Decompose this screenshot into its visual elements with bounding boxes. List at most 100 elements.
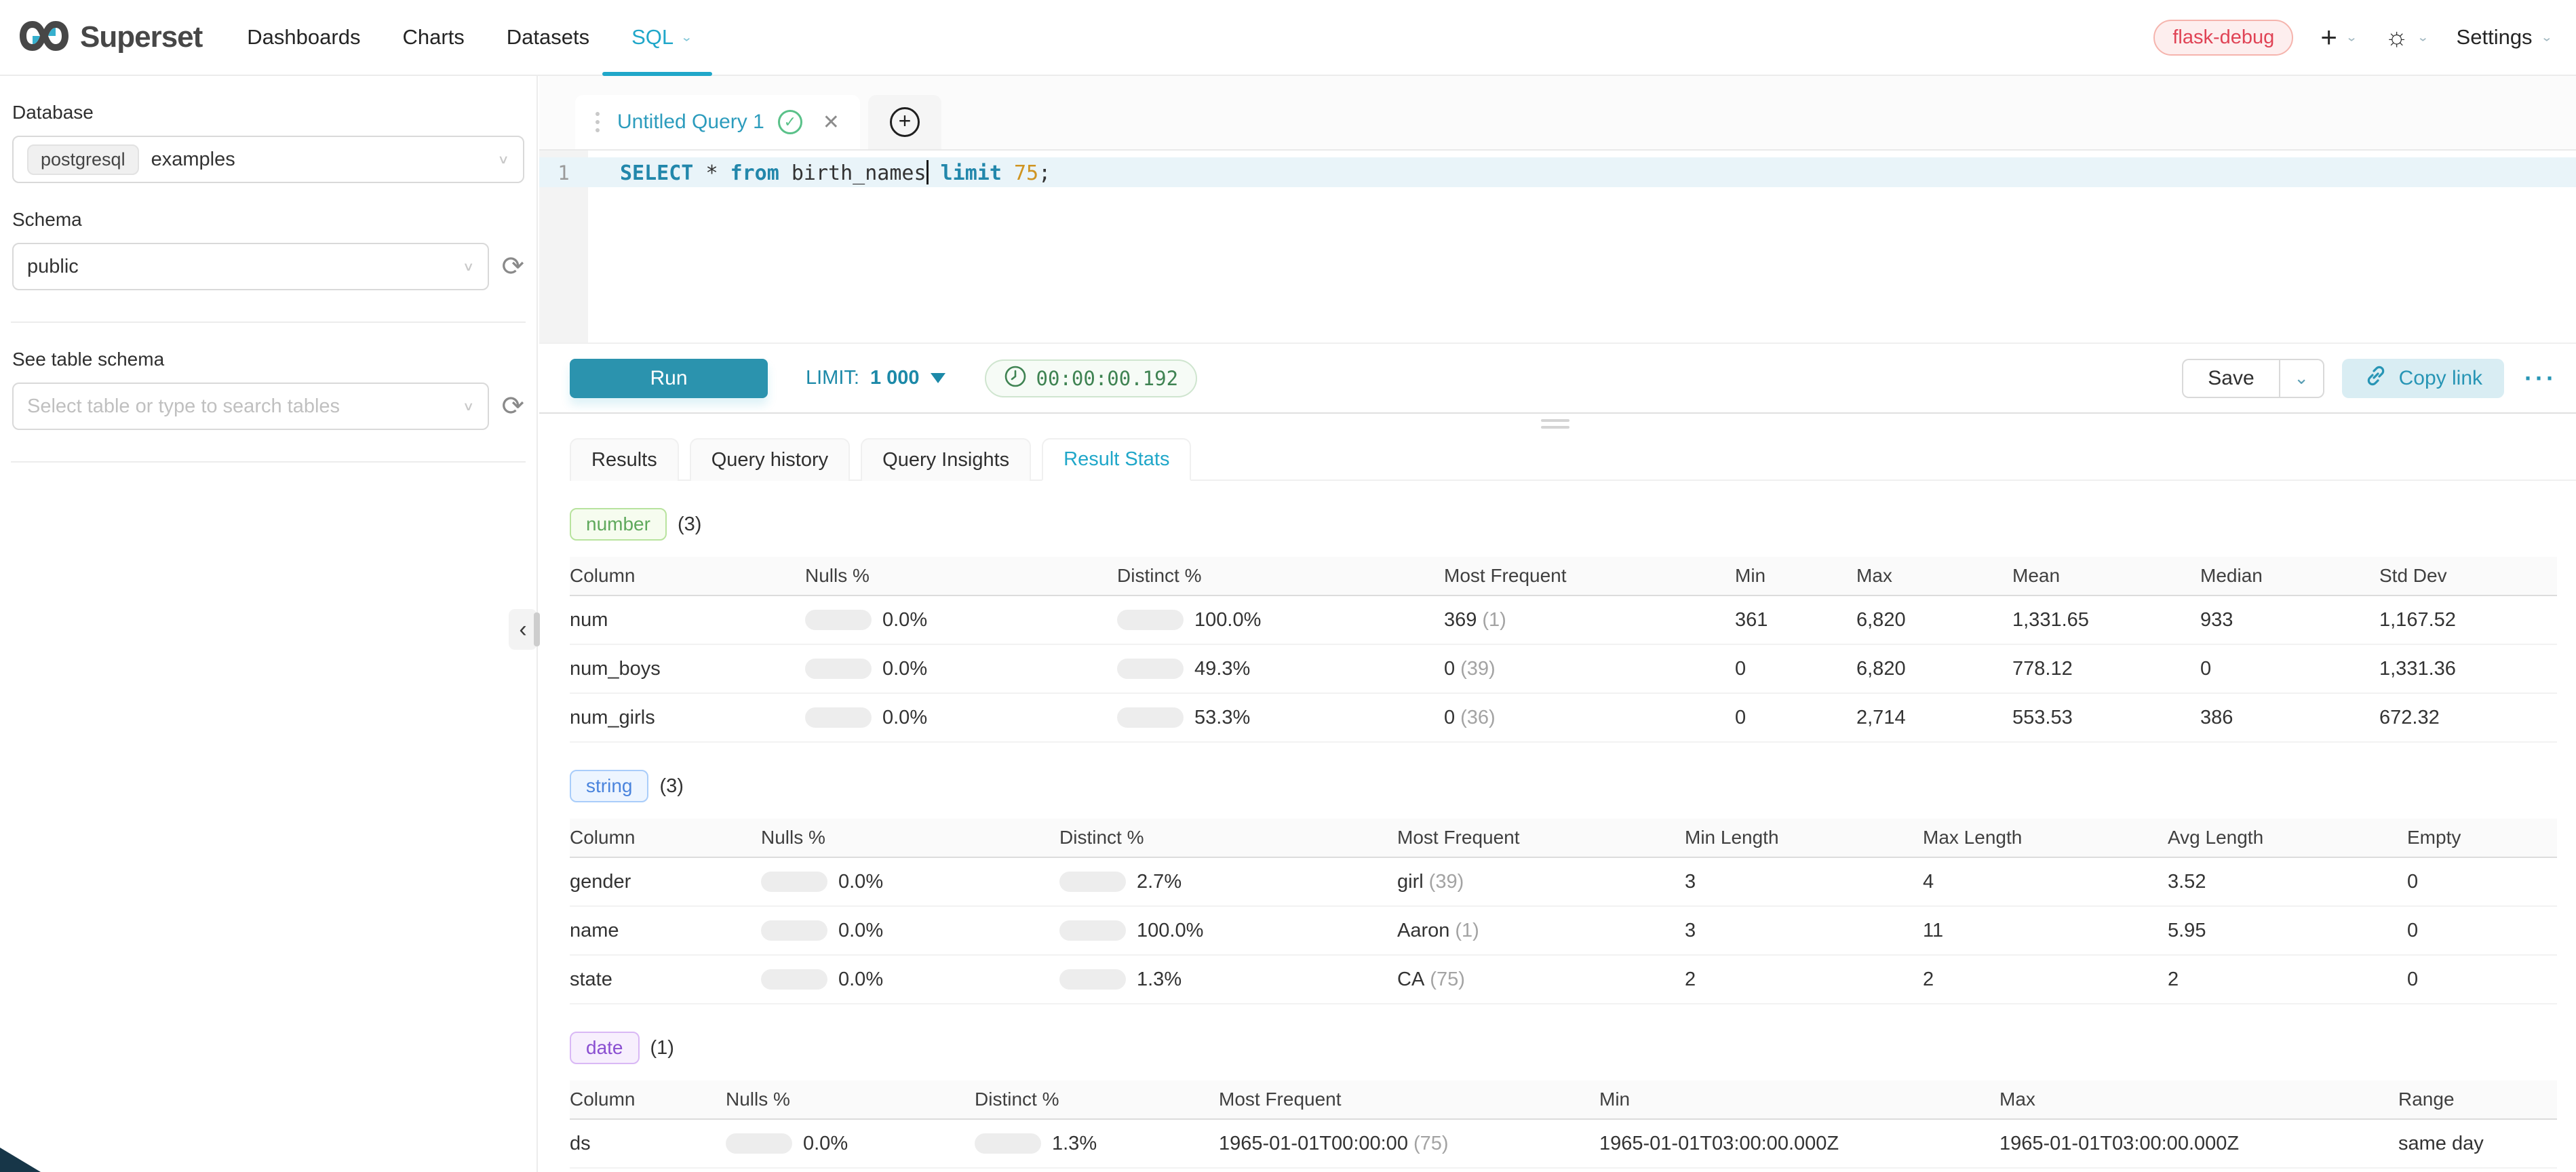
copy-link-label: Copy link [2399,367,2482,390]
save-options-caret[interactable]: ⌄ [2280,359,2324,398]
column-header: Column [570,1089,726,1110]
column-header: Empty [2407,827,2557,848]
chevron-down-icon: ⌄ [680,31,692,43]
results-pane: Results Query history Query Insights Res… [539,438,2576,1169]
stat-value-cell: 1965-01-01T03:00:00.000Z [1999,1133,2398,1155]
link-icon [2364,364,2388,393]
more-actions-button[interactable]: ··· [2524,364,2557,393]
table-select[interactable]: Select table or type to search tables ∨ [12,383,489,430]
column-header: Range [2398,1089,2557,1110]
schema-select[interactable]: public ∨ [12,243,489,290]
progress-bar [975,1133,1041,1154]
most-frequent-value: 0 [1444,707,1455,728]
sql-code-editor[interactable]: 1 SELECT * from birth_names limit 75; [539,151,2576,343]
limit-value: 1 000 [870,367,920,389]
percent-value: 0.0% [882,658,927,680]
stat-value-cell: 0 [1735,707,1856,729]
chevron-down-icon: ∨ [463,399,475,414]
limit-dropdown[interactable]: LIMIT: 1 000 [806,367,945,389]
column-header: Min [1599,1089,1999,1110]
table-schema-label: See table schema [12,349,524,370]
save-split-button: Save ⌄ [2182,359,2324,398]
type-badge-row: date(1) [570,1032,2557,1064]
column-header: Mean [2012,565,2200,587]
stat-value-cell: 3.52 [2168,871,2407,893]
table-row: gender0.0%2.7%girl(39)343.520 [570,858,2557,907]
most-frequent-cell: 0(39) [1444,658,1735,680]
stat-value-cell: 2 [2168,969,2407,991]
percent-value: 0.0% [838,871,883,893]
table-row: state0.0%1.3%CA(75)2220 [570,956,2557,1004]
percent-value: 0.0% [838,969,883,991]
progress-bar [761,872,827,892]
most-frequent-cell: girl(39) [1397,871,1685,893]
percent-bar-cell: 0.0% [805,609,1117,631]
most-frequent-count: (39) [1460,658,1496,680]
nav-datasets[interactable]: Datasets [507,25,589,50]
most-frequent-count: (75) [1430,969,1465,990]
refresh-tables-icon[interactable]: ⟳ [501,393,524,420]
tab-results[interactable]: Results [570,438,679,481]
chevron-down-icon: ∨ [497,152,509,167]
tab-query-insights[interactable]: Query Insights [861,438,1031,481]
save-button[interactable]: Save [2182,359,2279,398]
table-select-placeholder: Select table or type to search tables [27,395,340,418]
sql-code-line: SELECT * from birth_names limit 75; [620,160,1051,185]
column-header: Min [1735,565,1856,587]
new-item-button[interactable]: + ⌄ [2320,23,2358,52]
superset-logo[interactable]: Superset [18,18,202,58]
nav-sql[interactable]: SQL ⌄ [631,25,692,50]
table-header-row: ColumnNulls %Distinct %Most FrequentMin … [570,819,2557,858]
tab-query-history[interactable]: Query history [690,438,850,481]
query-tab[interactable]: Untitled Query 1 ✓ ✕ [575,95,860,149]
run-button[interactable]: Run [570,359,768,398]
sidebar-collapse-button[interactable]: ‹ [509,609,537,650]
sidebar-scrollbar[interactable] [534,612,540,646]
percent-value: 1.3% [1052,1133,1097,1155]
query-tabbar: Untitled Query 1 ✓ ✕ + [539,76,2576,151]
stat-value-cell: 2,714 [1856,707,2012,729]
nav-sql-label: SQL [631,25,674,50]
stat-value-cell: 0 [2407,920,2557,942]
column-header: Max Length [1923,827,2168,848]
column-name: num [570,609,805,631]
close-tab-icon[interactable]: ✕ [823,111,840,134]
database-select[interactable]: postgresql examples ∨ [12,136,524,183]
column-header: Most Frequent [1397,827,1685,848]
most-frequent-cell: Aaron(1) [1397,920,1685,942]
stat-value-cell: 1,331.65 [2012,609,2200,631]
elapsed-time: 00:00:00.192 [1036,367,1179,390]
progress-bar [726,1133,792,1154]
nav-dashboards[interactable]: Dashboards [247,25,360,50]
stat-value-cell: 778.12 [2012,658,2200,680]
table-row: num_girls0.0%53.3%0(36)02,714553.5338667… [570,694,2557,743]
chevron-down-icon: ⌄ [2345,31,2358,43]
stats-section-number: number(3)ColumnNulls %Distinct %Most Fre… [570,508,2557,743]
copy-link-button[interactable]: Copy link [2342,359,2504,398]
limit-label: LIMIT: [806,367,859,389]
stat-value-cell: 3 [1685,871,1923,893]
stat-value-cell: same day [2398,1133,2557,1155]
settings-menu[interactable]: Settings ⌄ [2457,25,2553,50]
refresh-schemas-icon[interactable]: ⟳ [501,253,524,280]
most-frequent-count: (1) [1482,609,1506,631]
column-header: Max [1999,1089,2398,1110]
stat-value-cell: 1,331.36 [2379,658,2557,680]
nav-charts[interactable]: Charts [402,25,464,50]
column-header: Min Length [1685,827,1923,848]
drag-handle-icon[interactable] [596,112,600,132]
theme-toggle-button[interactable]: ☼ ⌄ [2385,24,2429,50]
brand-title: Superset [80,20,202,54]
stat-value-cell: 0 [2407,969,2557,991]
stat-value-cell: 933 [2200,609,2379,631]
percent-bar-cell: 100.0% [1059,920,1397,942]
new-query-tab-button[interactable]: + [868,95,941,149]
tab-result-stats[interactable]: Result Stats [1042,438,1191,481]
percent-bar-cell: 0.0% [805,658,1117,680]
progress-bar [1117,707,1184,728]
chevron-down-icon: ∨ [463,259,475,274]
table-row: num0.0%100.0%369(1)3616,8201,331.659331,… [570,596,2557,645]
sql-lab-page: Superset Dashboards Charts Datasets SQL … [0,0,2576,1172]
pane-splitter[interactable] [539,412,2576,414]
percent-value: 0.0% [882,707,927,729]
